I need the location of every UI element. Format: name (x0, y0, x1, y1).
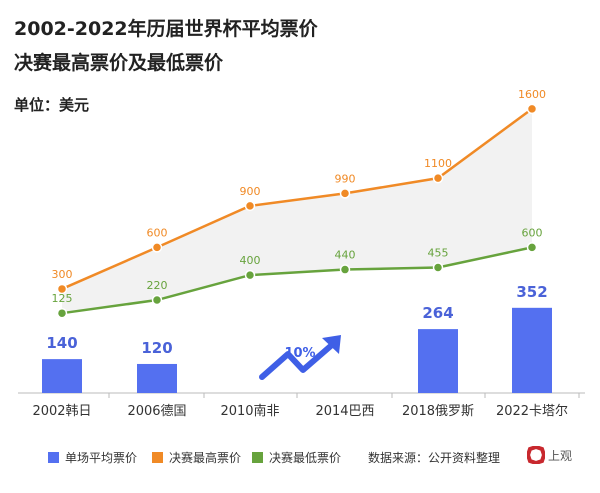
point (526, 103, 538, 115)
bar (418, 329, 458, 393)
legend-label: 决赛最高票价 (169, 451, 242, 465)
chart-subtitle: 决赛最高票价及最低票价 (14, 52, 224, 74)
legend-label: 单场平均票价 (65, 451, 138, 465)
bar (42, 359, 82, 393)
point-label: 400 (240, 254, 261, 267)
point-label: 600 (147, 226, 168, 239)
legend-swatch (252, 452, 263, 463)
legend-item-max: 决赛最高票价 (152, 449, 241, 466)
trend-arrowhead-icon (322, 335, 341, 354)
chart-title: 2002-2022年历届世界杯平均票价 (14, 18, 318, 40)
point (56, 307, 68, 319)
point-label: 300 (52, 268, 73, 281)
x-tick-label: 2022卡塔尔 (496, 404, 568, 419)
range-area (62, 108, 532, 314)
point (432, 172, 444, 184)
point (432, 262, 444, 273)
legend-swatch (48, 452, 59, 463)
x-tick-label: 2014巴西 (315, 404, 374, 419)
legend-item-min: 决赛最低票价 (252, 449, 341, 466)
bar (512, 307, 552, 393)
trend-arrow-icon (259, 341, 336, 380)
point (56, 283, 68, 295)
line-min (61, 246, 533, 315)
point-label: 1100 (424, 157, 452, 170)
logo-icon (527, 446, 545, 464)
bar-label: 120 (141, 339, 172, 357)
source-note: 数据来源：公开资料整理 (368, 451, 501, 465)
point-label: 990 (335, 172, 356, 185)
point (339, 264, 351, 275)
point-label: 1600 (518, 88, 546, 101)
point (526, 242, 538, 253)
point-label: 600 (522, 226, 543, 239)
bar-label: 352 (516, 283, 547, 301)
point (151, 242, 163, 253)
logo: 上观 (527, 446, 572, 464)
point (244, 200, 256, 212)
x-tick-label: 2018俄罗斯 (402, 404, 474, 419)
point-label: 900 (240, 185, 261, 198)
x-tick-label: 2002韩日 (32, 404, 91, 419)
bar (137, 363, 177, 393)
point-label: 455 (428, 246, 449, 259)
point (151, 294, 163, 306)
bar-label: 140 (46, 334, 77, 352)
line-max (61, 107, 533, 291)
point-label: 220 (147, 279, 168, 292)
point-label: 125 (52, 292, 73, 305)
legend-label: 决赛最低票价 (269, 451, 342, 465)
legend-swatch (152, 452, 163, 463)
point (244, 269, 256, 281)
bar-label: 264 (422, 304, 453, 322)
point (339, 188, 351, 199)
x-tick-label: 2006德国 (127, 404, 186, 419)
x-tick-label: 2010南非 (220, 403, 279, 419)
legend-item-avg: 单场平均票价 (48, 449, 137, 466)
annotation-label: 10% (284, 346, 315, 361)
point-label: 440 (335, 249, 356, 262)
unit-label: 单位：美元 (14, 96, 90, 114)
